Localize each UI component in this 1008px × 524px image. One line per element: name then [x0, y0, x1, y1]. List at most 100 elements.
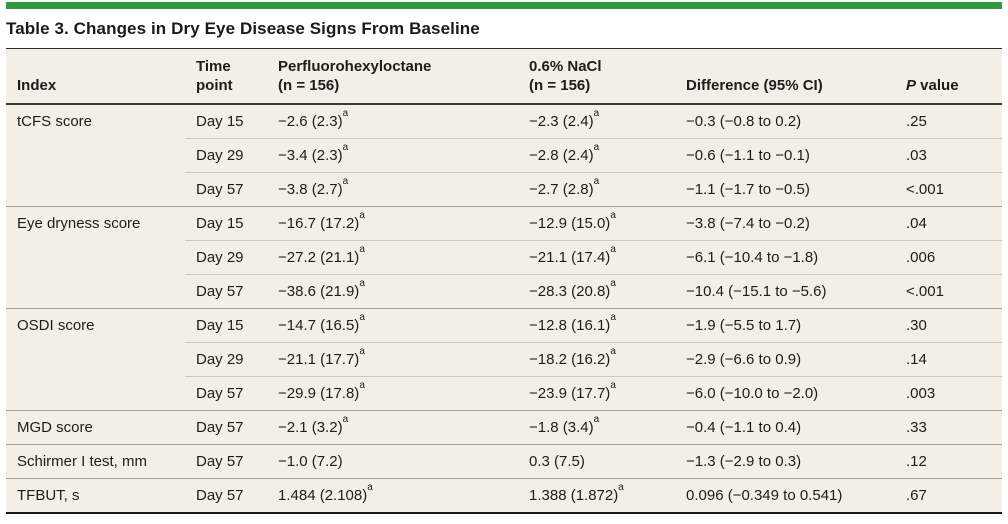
nacl-value-cell: 0.3 (7.5) [518, 444, 675, 479]
p-value-cell: .03 [895, 138, 1002, 173]
nacl-value-cell: −28.3 (20.8)a [518, 274, 675, 309]
table-header: Index Time point Perfluorohexyloctane (n… [6, 48, 1002, 105]
time-point-cell: Day 15 [185, 103, 267, 139]
difference-cell: −3.8 (−7.4 to −0.2) [675, 206, 895, 241]
nacl-value-cell: −21.1 (17.4)a [518, 240, 675, 275]
difference-cell: −0.3 (−0.8 to 0.2) [675, 103, 895, 139]
header-row: Index Time point Perfluorohexyloctane (n… [6, 48, 1002, 105]
nacl-value-cell: −1.8 (3.4)a [518, 410, 675, 445]
p-value-cell: .006 [895, 240, 1002, 275]
p-value-cell: <.001 [895, 274, 1002, 309]
table-row: tCFS score Day 15 −2.6 (2.3)a −2.3 (2.4)a −0… [6, 103, 1002, 207]
drug-value-cell: −27.2 (21.1)a [267, 240, 518, 275]
nacl-value-cell: −12.8 (16.1)a [518, 308, 675, 343]
p-value-cell: .12 [895, 444, 1002, 479]
difference-cell: −0.6 (−1.1 to −0.1) [675, 138, 895, 173]
header-difference: Difference (95% CI) [675, 48, 895, 105]
time-point-cell: Day 15 [185, 308, 267, 343]
drug-value-cell: −1.0 (7.2) [267, 444, 518, 479]
time-point-cell: Day 29 [185, 240, 267, 275]
header-drug-line1: Perfluorohexyloctane [278, 58, 432, 75]
footnote-marker: a [593, 176, 600, 187]
drug-value-cell: −3.4 (2.3)a [267, 138, 518, 173]
header-nacl-line2: (n = 156) [529, 77, 591, 94]
index-cell: TFBUT, s [6, 478, 185, 513]
drug-value-cell: 1.484 (2.108)a [267, 478, 518, 513]
footnote-marker: a [610, 210, 616, 221]
footnote-marker: a [342, 142, 349, 153]
nacl-value-cell: −2.7 (2.8)a [518, 172, 675, 207]
header-time-line2: point [196, 77, 233, 94]
table-row: Day 57 −3.8 (2.7)a −2.7 (2.8)a −1.1 (−1.7 t… [6, 172, 1002, 207]
nacl-value-cell: −23.9 (17.7)a [518, 376, 675, 411]
drug-value-cell: −21.1 (17.7)a [267, 342, 518, 377]
nacl-value-cell: −12.9 (15.0)a [518, 206, 675, 241]
difference-cell: −6.1 (−10.4 to −1.8) [675, 240, 895, 275]
time-point-cell: Day 57 [185, 376, 267, 411]
header-nacl: 0.6% NaCl (n = 156) [518, 48, 675, 105]
drug-value-cell: −16.7 (17.2)a [267, 206, 518, 241]
header-p-value: P value [895, 48, 1002, 105]
header-p-rest: value [916, 77, 959, 94]
table-row: Day 29 −3.4 (2.3)a −2.8 (2.4)a −0.6 (−1.1 t… [6, 138, 1002, 173]
drug-value-cell: −14.7 (16.5)a [267, 308, 518, 343]
p-value-cell: .003 [895, 376, 1002, 411]
table-figure: Table 3. Changes in Dry Eye Disease Sign… [6, 2, 1002, 514]
time-point-cell: Day 57 [185, 478, 267, 513]
footnote-marker: a [359, 312, 365, 323]
difference-cell: −1.3 (−2.9 to 0.3) [675, 444, 895, 479]
nacl-value-cell: −2.3 (2.4)a [518, 103, 675, 139]
footnote-marker: a [610, 346, 616, 357]
table-row: MGD score Day 57 −2.1 (3.2)a −1.8 (3.4)a −0.… [6, 410, 1002, 445]
footnote-marker: a [610, 380, 616, 391]
header-time-point: Time point [185, 48, 267, 105]
p-value-cell: .33 [895, 410, 1002, 445]
table-row: Day 57 −38.6 (21.9)a −28.3 (20.8)a −10.4 (−… [6, 274, 1002, 309]
footnote-marker: a [359, 380, 365, 391]
p-value-cell: .25 [895, 103, 1002, 139]
difference-cell: −1.9 (−5.5 to 1.7) [675, 308, 895, 343]
header-time-line1: Time [196, 58, 231, 75]
difference-cell: 0.096 (−0.349 to 0.541) [675, 478, 895, 513]
header-p-italic: P [906, 77, 917, 94]
p-value-cell: .67 [895, 478, 1002, 513]
time-point-cell: Day 57 [185, 172, 267, 207]
nacl-value-cell: −18.2 (16.2)a [518, 342, 675, 377]
p-value-cell: .30 [895, 308, 1002, 343]
table-row: Day 29 −27.2 (21.1)a −21.1 (17.4)a −6.1 (−1… [6, 240, 1002, 275]
drug-value-cell: −3.8 (2.7)a [267, 172, 518, 207]
p-value-cell: .04 [895, 206, 1002, 241]
time-point-cell: Day 29 [185, 138, 267, 173]
p-value-cell: <.001 [895, 172, 1002, 207]
header-index-label: Index [17, 77, 57, 94]
table-title: Table 3. Changes in Dry Eye Disease Sign… [6, 19, 480, 38]
difference-cell: −2.9 (−6.6 to 0.9) [675, 342, 895, 377]
index-cell: MGD score [6, 410, 185, 445]
header-drug-line2: (n = 156) [278, 77, 340, 94]
table-row: TFBUT, s Day 57 1.484 (2.108)a 1.388 (1.872… [6, 478, 1002, 513]
difference-cell: −0.4 (−1.1 to 0.4) [675, 410, 895, 445]
footnote-marker: a [359, 346, 365, 357]
footnote-marker: a [359, 244, 365, 255]
table-row: Schirmer I test, mm Day 57 −1.0 (7.2) 0.3 (… [6, 444, 1002, 479]
footnote-marker: a [342, 414, 349, 425]
index-cell: Eye dryness score [6, 206, 185, 309]
index-cell: Schirmer I test, mm [6, 444, 185, 479]
footnote-marker: a [367, 482, 373, 493]
footnote-marker: a [593, 414, 600, 425]
difference-cell: −6.0 (−10.0 to −2.0) [675, 376, 895, 411]
footnote-marker: a [593, 142, 600, 153]
header-difference-label: Difference (95% CI) [686, 77, 823, 94]
table-row: OSDI score Day 15 −14.7 (16.5)a −12.8 (16.1… [6, 308, 1002, 411]
drug-value-cell: −29.9 (17.8)a [267, 376, 518, 411]
header-index: Index [6, 48, 185, 105]
footnote-marker: a [610, 312, 616, 323]
table-row: Day 57 −29.9 (17.8)a −23.9 (17.7)a −6.0 (−1… [6, 376, 1002, 411]
time-point-cell: Day 57 [185, 444, 267, 479]
footnote-marker: a [342, 108, 349, 119]
index-cell: OSDI score [6, 308, 185, 411]
difference-cell: −10.4 (−15.1 to −5.6) [675, 274, 895, 309]
data-table: Index Time point Perfluorohexyloctane (n… [6, 48, 1002, 514]
footnote-marker: a [342, 176, 349, 187]
difference-cell: −1.1 (−1.7 to −0.5) [675, 172, 895, 207]
